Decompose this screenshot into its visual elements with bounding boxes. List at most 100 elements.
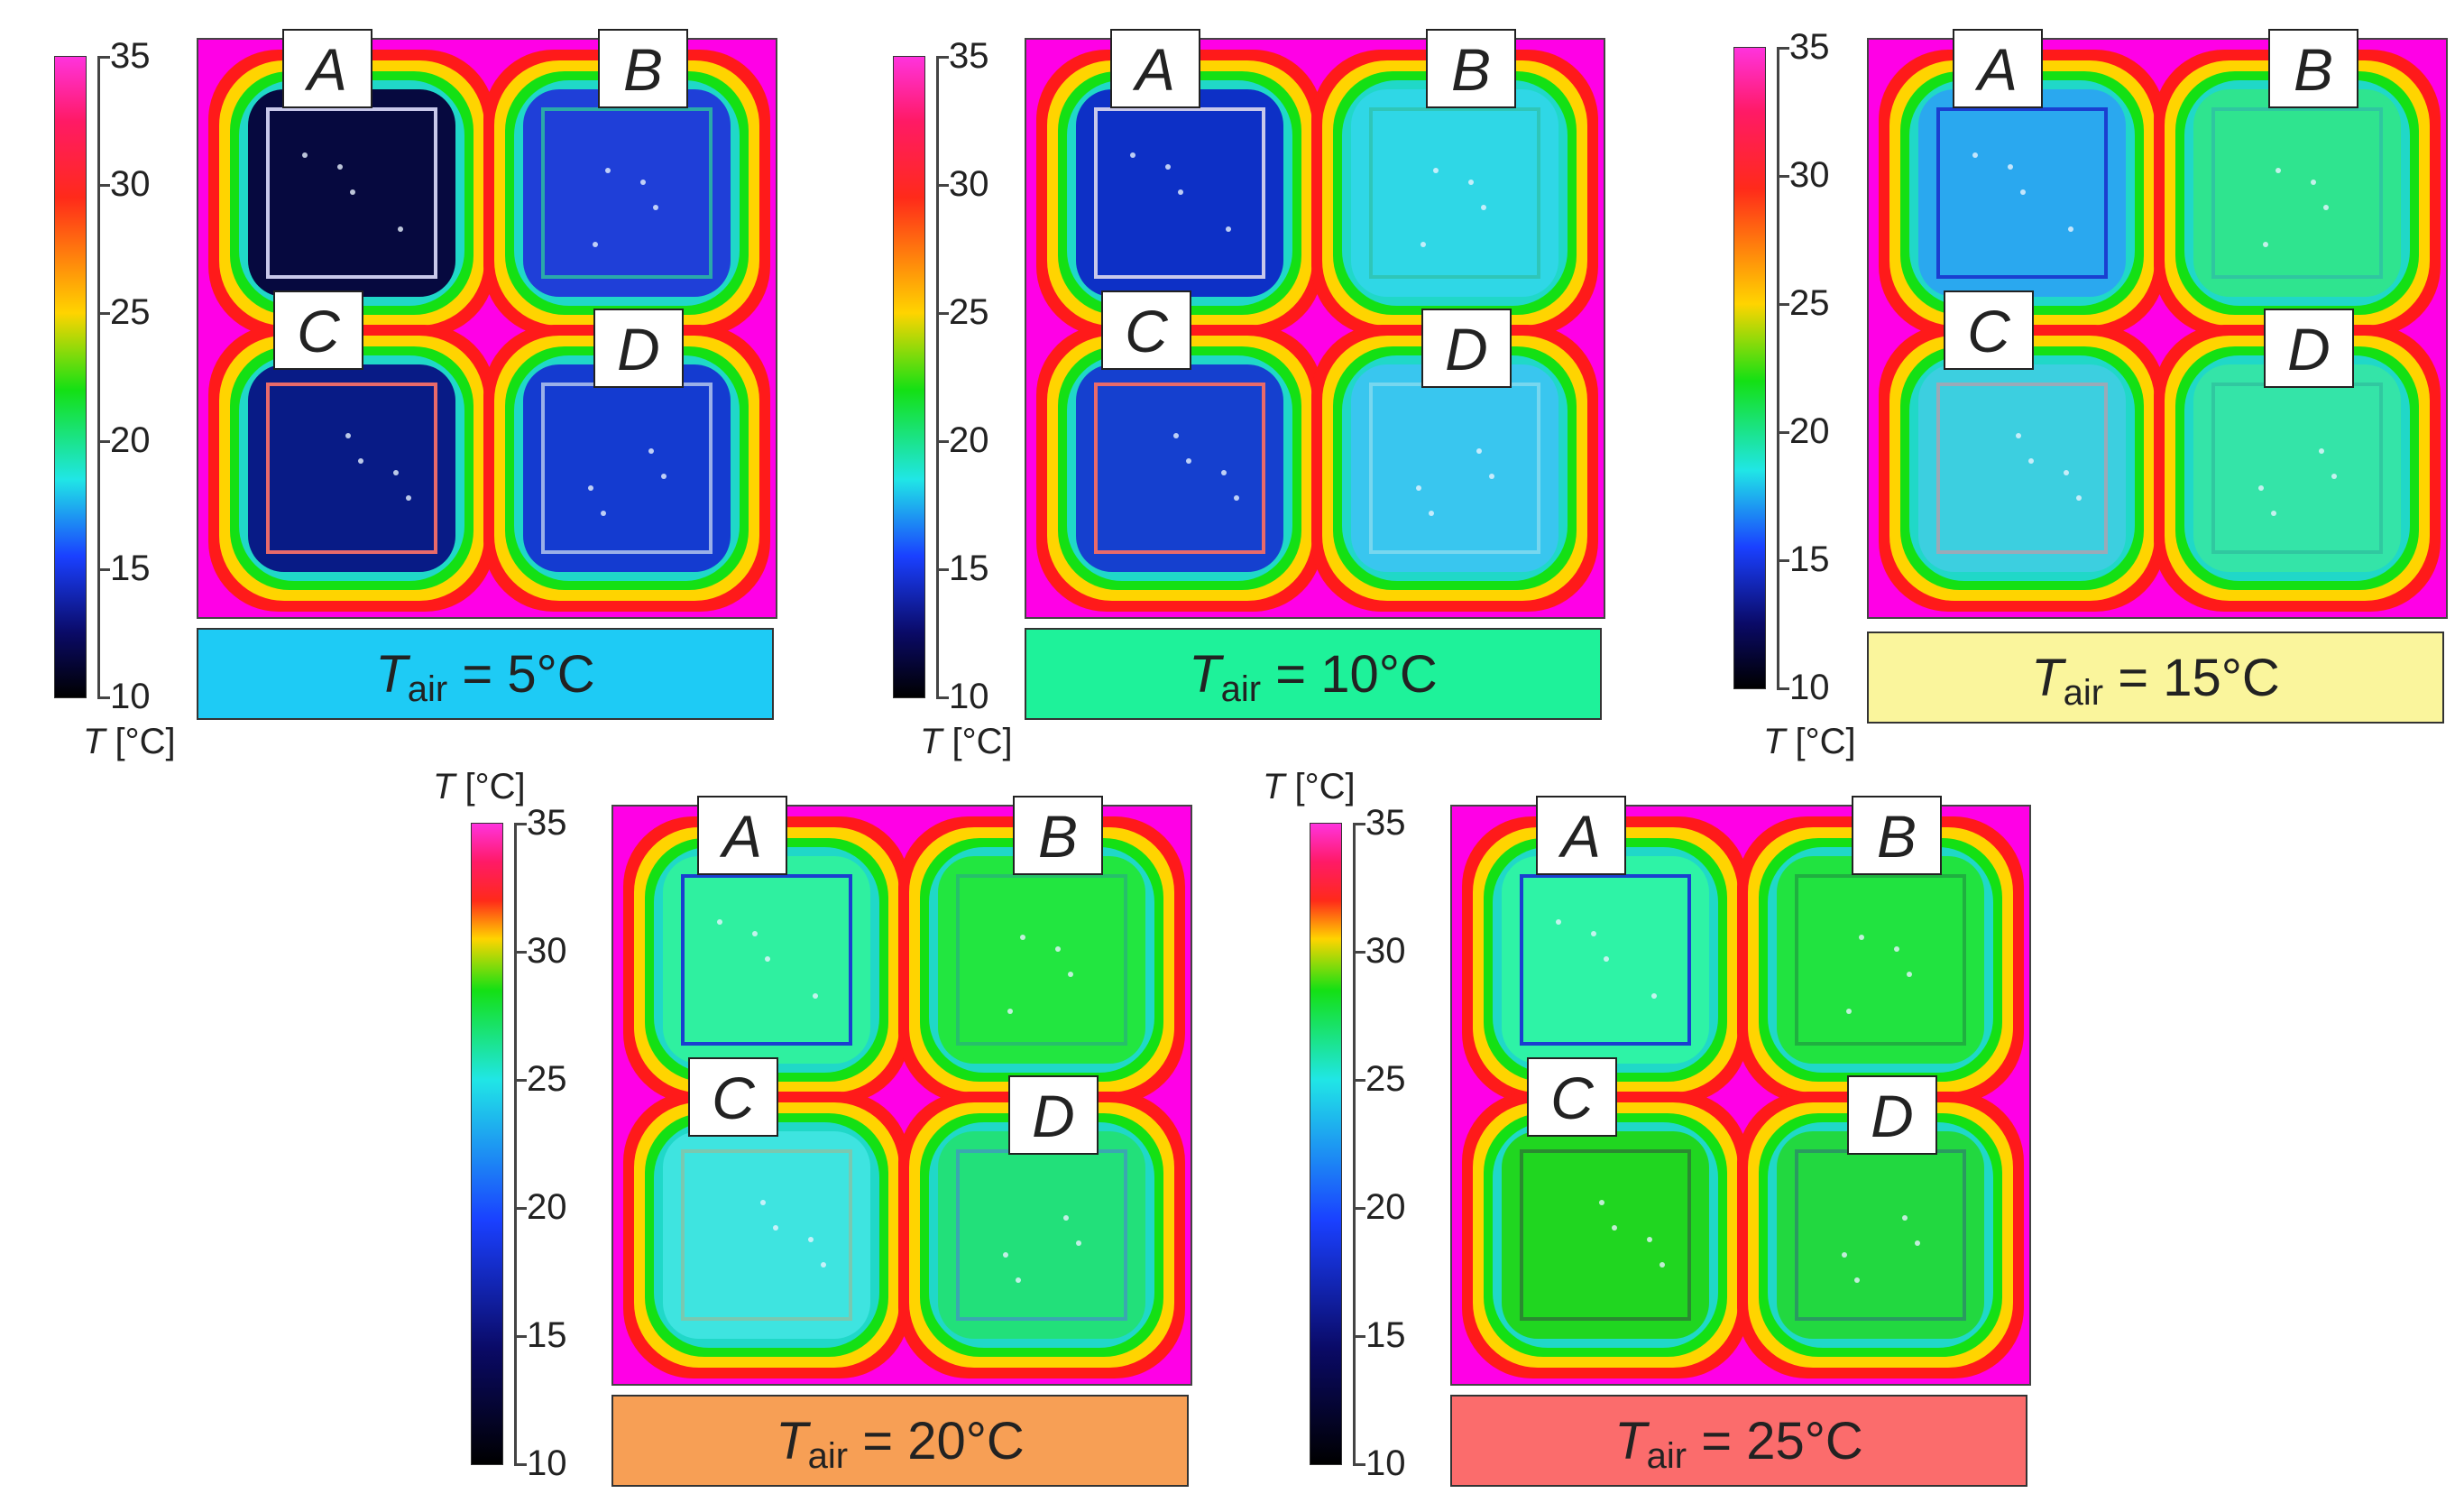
colorbar-axis [97, 56, 100, 696]
unit-text: [°C] [1785, 722, 1856, 761]
unit-symbol: T [83, 722, 106, 761]
speck [1063, 1215, 1069, 1221]
colorbar-tick-label: 35 [110, 36, 151, 76]
roi-box [1520, 874, 1691, 1046]
cell-core [2193, 89, 2401, 297]
speck [1599, 1200, 1604, 1205]
colorbar-tick-label: 35 [527, 803, 567, 843]
unit-symbol: T [433, 767, 455, 807]
speck [593, 242, 598, 247]
speck [773, 1225, 778, 1231]
cell-label-b: B [1426, 29, 1516, 108]
caption-symbol: T [1614, 1412, 1647, 1471]
colorbar-tick [514, 1335, 527, 1338]
colorbar-tick-label: 25 [527, 1059, 567, 1099]
colorbar-unit-label: T [°C] [1263, 767, 1356, 807]
speck [393, 470, 399, 475]
colorbar-tick-label: 10 [110, 677, 151, 716]
roi-box [1795, 874, 1966, 1046]
colorbar-axis [1777, 47, 1779, 687]
speck [1604, 956, 1609, 962]
colorbar-tick [936, 568, 949, 571]
colorbar-tick [514, 1207, 527, 1210]
caption-subscript: air [807, 1436, 849, 1476]
speck [1178, 189, 1183, 195]
colorbar-tick [1353, 951, 1365, 954]
colorbar-tick-label: 20 [110, 420, 151, 460]
roi-box [541, 107, 713, 279]
cell-core [1351, 89, 1558, 297]
colorbar-tick-label: 20 [1365, 1187, 1406, 1227]
colorbar-axis [514, 823, 517, 1463]
cell-label-a: A [1536, 796, 1626, 875]
colorbar-tick [97, 440, 110, 443]
cell-label-d: D [593, 309, 684, 388]
speck [1016, 1277, 1021, 1283]
speck [345, 433, 351, 438]
colorbar-tick-label: 10 [949, 677, 989, 716]
colorbar-tick [97, 568, 110, 571]
cell-label-a: A [1110, 29, 1200, 108]
thermal-image [197, 38, 777, 619]
temperature-caption: Tair = 10°C [1025, 628, 1602, 720]
colorbar-tick [936, 56, 949, 59]
colorbar [54, 56, 87, 698]
speck [653, 205, 658, 210]
speck [1433, 168, 1439, 173]
cell-label-a: A [697, 796, 787, 875]
temperature-caption: Tair = 15°C [1867, 632, 2444, 724]
speck [1854, 1277, 1860, 1283]
roi-box [1520, 1149, 1691, 1321]
unit-text: [°C] [1284, 767, 1356, 807]
cell-core [523, 364, 731, 572]
speck [648, 448, 654, 454]
speck [1476, 448, 1482, 454]
colorbar-tick [1353, 1079, 1365, 1082]
caption-value: = 10°C [1261, 645, 1438, 704]
cell-label-a: A [1953, 29, 2043, 108]
speck [1972, 152, 1978, 158]
caption-value: = 15°C [2103, 649, 2280, 707]
cell-core [938, 1131, 1145, 1339]
speck [2020, 189, 2026, 195]
speck [661, 474, 667, 479]
speck [1859, 935, 1864, 940]
colorbar-tick [936, 312, 949, 315]
speck [2276, 168, 2281, 173]
roi-box [1094, 383, 1265, 554]
roi-box [2211, 107, 2383, 279]
cell-core [523, 89, 731, 297]
speck [717, 919, 722, 925]
cell-label-d: D [2264, 309, 2354, 388]
temperature-caption: Tair = 20°C [611, 1395, 1189, 1487]
colorbar-tick-label: 10 [527, 1443, 567, 1483]
speck [1612, 1225, 1617, 1231]
speck [1420, 242, 1426, 247]
colorbar-tick [97, 312, 110, 315]
caption-subscript: air [2063, 673, 2104, 713]
colorbar-tick-label: 30 [110, 164, 151, 204]
speck [1020, 935, 1025, 940]
cell-label-b: B [598, 29, 688, 108]
speck [1915, 1240, 1920, 1246]
caption-subscript: air [1220, 669, 1262, 709]
colorbar-tick-label: 30 [527, 931, 567, 971]
roi-box [681, 1149, 852, 1321]
unit-text: [°C] [942, 722, 1013, 761]
caption-value: = 5°C [447, 645, 595, 704]
unit-text: [°C] [105, 722, 176, 761]
roi-box [266, 383, 437, 554]
colorbar-tick [936, 184, 949, 187]
colorbar-tick [936, 696, 949, 699]
speck [1907, 972, 1912, 977]
speck [406, 495, 411, 501]
colorbar-tick-label: 25 [1365, 1059, 1406, 1099]
colorbar-tick-label: 15 [1365, 1315, 1406, 1355]
roi-box [1094, 107, 1265, 279]
colorbar-tick [1353, 1335, 1365, 1338]
colorbar-tick-label: 30 [1789, 155, 1830, 195]
speck [2311, 180, 2316, 185]
colorbar-tick-label: 35 [949, 36, 989, 76]
cell-label-b: B [1852, 796, 1942, 875]
speck [398, 226, 403, 232]
